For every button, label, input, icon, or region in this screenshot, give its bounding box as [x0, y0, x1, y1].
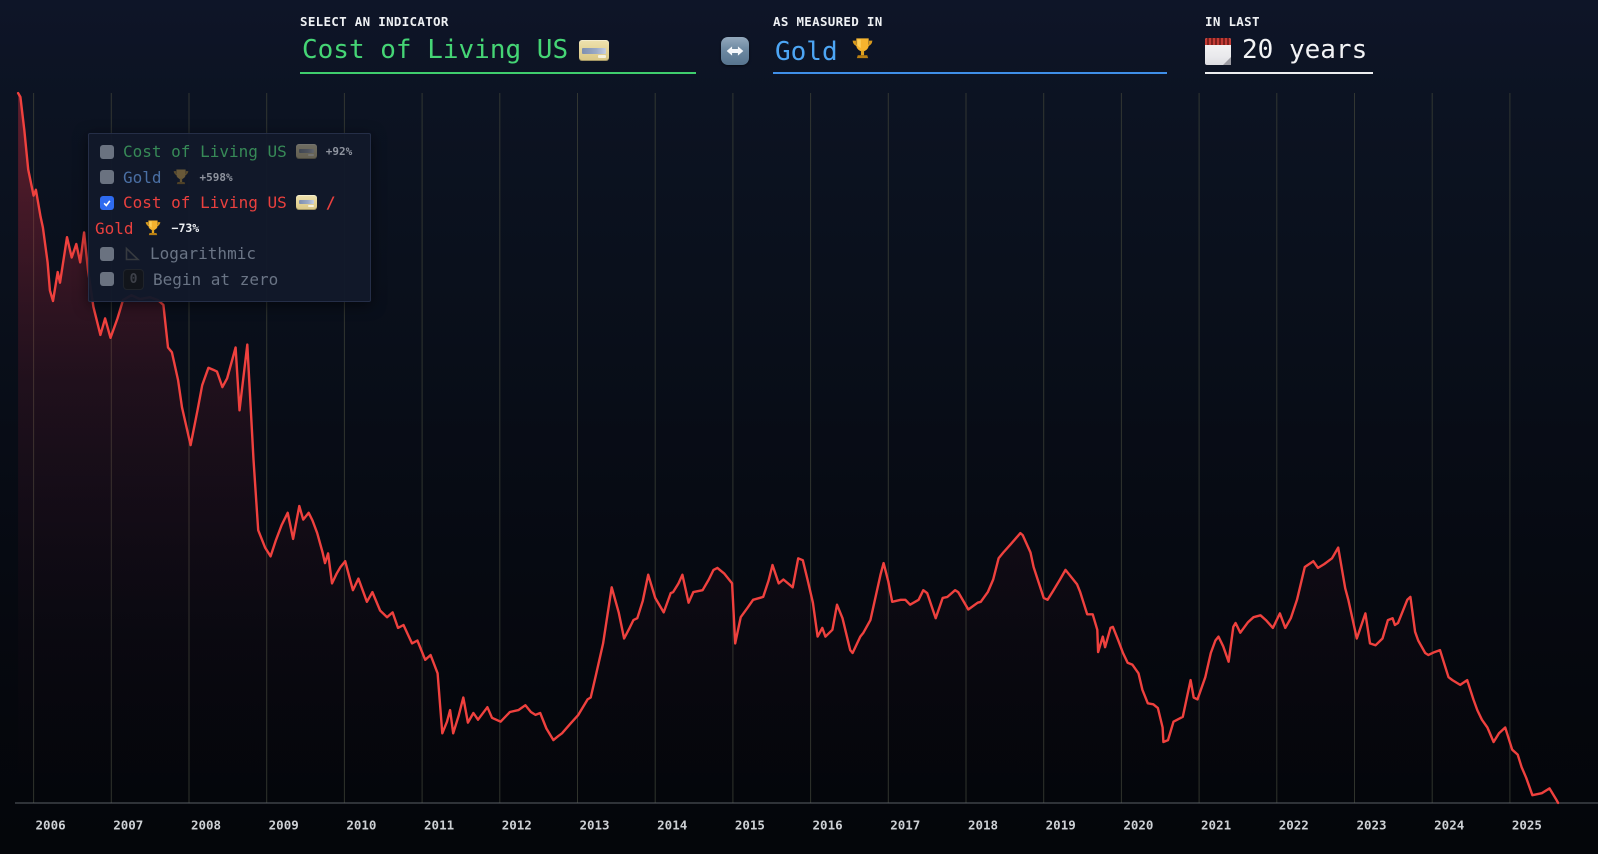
legend-label: Begin at zero — [153, 269, 279, 289]
ratio-separator: / — [325, 193, 336, 213]
x-tick-label: 2024 — [1434, 818, 1464, 833]
legend-label-measure: Gold — [95, 218, 134, 238]
indicator-value: Cost of Living US — [302, 35, 569, 65]
legend-label: Cost of Living US — [123, 142, 287, 162]
x-tick-label: 2023 — [1356, 818, 1386, 833]
period-underline — [1205, 72, 1373, 74]
x-tick-label: 2012 — [502, 818, 532, 833]
trophy-icon — [849, 35, 876, 69]
period-value: 20 years — [1242, 35, 1368, 65]
x-tick-label: 2019 — [1046, 818, 1076, 833]
indicator-underline — [300, 72, 696, 74]
swap-button[interactable] — [721, 37, 749, 65]
spiral-calendar-icon — [1205, 37, 1231, 65]
measure-field-label: AS MEASURED IN — [773, 14, 883, 29]
legend-item-measure[interactable]: Gold +598% — [95, 165, 364, 191]
x-tick-label: 2009 — [269, 818, 299, 833]
x-tick-label: 2017 — [890, 818, 920, 833]
trophy-icon — [143, 218, 163, 238]
x-tick-label: 2014 — [657, 818, 687, 833]
measure-select[interactable]: Gold — [775, 35, 876, 69]
legend-item-begin-at-zero[interactable]: 0 Begin at zero — [95, 267, 364, 293]
credit-card-icon — [295, 195, 317, 211]
x-tick-label: 2025 — [1512, 818, 1542, 833]
change-badge: +598% — [199, 170, 233, 184]
credit-card-icon — [295, 144, 317, 160]
x-tick-label: 2020 — [1123, 818, 1153, 833]
chart-decreasing-icon — [123, 245, 141, 263]
left-right-arrows-icon — [725, 41, 745, 61]
legend-item-logarithmic[interactable]: Logarithmic — [95, 241, 364, 267]
x-tick-label: 2007 — [113, 818, 143, 833]
x-tick-label: 2016 — [813, 818, 843, 833]
checkbox-checked-icon[interactable] — [100, 195, 114, 210]
x-tick-label: 2008 — [191, 818, 221, 833]
checkbox-icon[interactable] — [100, 170, 114, 185]
x-tick-label: 2011 — [424, 818, 454, 833]
legend-item-indicator[interactable]: Cost of Living US +92% — [95, 139, 364, 165]
x-tick-label: 2021 — [1201, 818, 1231, 833]
measure-value: Gold — [775, 37, 838, 67]
zero-keycap-icon: 0 — [123, 268, 144, 290]
x-tick-label: 2015 — [735, 818, 765, 833]
checkbox-icon[interactable] — [100, 246, 114, 261]
credit-card-icon — [579, 39, 610, 61]
legend-panel: Cost of Living US +92% Gold +598% Cost o… — [88, 133, 371, 302]
measure-underline — [773, 72, 1167, 74]
x-tick-label: 2010 — [346, 818, 376, 833]
x-tick-label: 2006 — [36, 818, 66, 833]
legend-label-indicator: Cost of Living US — [123, 193, 287, 213]
change-badge: +92% — [325, 145, 353, 159]
x-tick-label: 2018 — [968, 818, 998, 833]
checkbox-icon[interactable] — [100, 144, 114, 159]
series-line — [16, 91, 1560, 805]
legend-label: Gold — [123, 167, 162, 187]
legend-label: Logarithmic — [150, 244, 256, 264]
x-tick-label: 2013 — [579, 818, 609, 833]
x-tick-label: 2022 — [1279, 818, 1309, 833]
period-select[interactable]: 20 years — [1205, 35, 1367, 65]
change-badge: −73% — [171, 221, 200, 236]
checkbox-icon[interactable] — [100, 272, 114, 287]
legend-item-ratio[interactable]: Cost of Living US / Gold −73% — [95, 190, 364, 241]
indicator-field-label: SELECT AN INDICATOR — [300, 14, 449, 29]
trophy-icon — [171, 167, 191, 187]
period-field-label: IN LAST — [1205, 14, 1260, 29]
indicator-select[interactable]: Cost of Living US — [302, 35, 610, 65]
